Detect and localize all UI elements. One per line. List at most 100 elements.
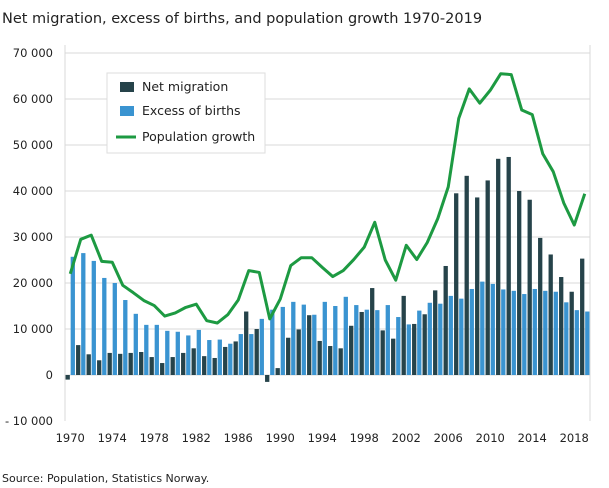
excess-of-births-bar-2011: [501, 289, 506, 375]
excess-of-births-bar-1970: [70, 256, 75, 375]
excess-of-births-bar-2019: [585, 311, 590, 375]
net-migration-bar-1999: [370, 288, 375, 375]
net-migration-bar-2012: [506, 156, 511, 375]
y-tick-label: 20 000: [13, 276, 53, 290]
y-tick-label: 70 000: [13, 46, 53, 60]
excess-of-births-bar-1984: [217, 339, 222, 375]
net-migration-bar-1972: [86, 354, 91, 375]
excess-of-births-bar-2001: [396, 317, 401, 375]
net-migration-bar-1970: [65, 375, 70, 380]
excess-of-births-bar-1980: [175, 331, 180, 375]
legend-swatch-excess-of-births: [120, 106, 134, 116]
net-migration-bar-1975: [118, 353, 123, 375]
excess-of-births-bar-1981: [186, 335, 191, 375]
y-tick-label: 50 000: [13, 138, 53, 152]
net-migration-bar-2017: [559, 277, 564, 375]
net-migration-bar-1996: [338, 348, 343, 375]
net-migration-bar-2010: [485, 180, 490, 375]
population-growth-series: [68, 72, 587, 325]
net-migration-bar-1981: [181, 352, 186, 375]
excess-of-births-bar-1976: [133, 313, 138, 375]
excess-of-births-bar-1982: [196, 329, 201, 375]
excess-of-births-bar-1975: [123, 300, 128, 375]
net-migration-bar-1971: [76, 345, 81, 375]
net-migration-bar-1991: [286, 337, 291, 375]
x-tick-label: 1998: [350, 431, 379, 445]
y-tick-label: 60 000: [13, 92, 53, 106]
net-migration-bar-2001: [391, 338, 396, 375]
excess-of-births-bar-1977: [144, 324, 149, 375]
net-migration-bar-2011: [496, 158, 501, 375]
net-migration-bar-1993: [307, 315, 312, 375]
y-tick-label: 10 000: [13, 322, 53, 336]
excess-of-births-bar-1990: [280, 306, 285, 375]
y-tick-label: - 10 000: [5, 414, 53, 428]
excess-of-births-bar-2009: [480, 281, 485, 375]
net-migration-bar-1984: [212, 357, 217, 375]
excess-of-births-bar-1972: [91, 260, 96, 375]
net-migration-bar-1985: [223, 346, 228, 375]
x-tick-label: 1974: [98, 431, 127, 445]
x-tick-label: 2010: [476, 431, 505, 445]
excess-of-births-bar-1989: [270, 309, 275, 375]
excess-of-births-bar-1997: [354, 305, 359, 375]
legend-label-excess-of-births: Excess of births: [142, 103, 241, 118]
net-migration-bar-2004: [422, 314, 427, 375]
excess-of-births-bar-2010: [490, 283, 495, 375]
x-tick-label: 1990: [266, 431, 295, 445]
net-migration-bar-1987: [244, 311, 249, 375]
net-migration-bar-1997: [349, 325, 354, 375]
excess-of-births-bar-2004: [427, 302, 432, 375]
legend-label-population-growth: Population growth: [142, 129, 255, 144]
net-migration-bar-2007: [454, 193, 459, 375]
excess-of-births-bar-1998: [364, 309, 369, 375]
net-migration-bar-1988: [254, 329, 259, 375]
x-tick-label: 1978: [140, 431, 169, 445]
net-migration-bar-1989: [265, 375, 270, 382]
excess-of-births-bar-1987: [249, 334, 254, 375]
x-tick-label: 2006: [434, 431, 463, 445]
net-migration-bar-1979: [160, 363, 165, 375]
excess-of-births-bar-2000: [385, 305, 390, 375]
excess-of-births-bar-1978: [154, 324, 159, 375]
y-tick-label: 40 000: [13, 184, 53, 198]
excess-of-births-bar-1995: [333, 306, 338, 375]
net-migration-bar-1974: [107, 352, 112, 375]
net-migration-bar-2009: [475, 197, 480, 375]
excess-of-births-bar-1973: [102, 277, 107, 375]
bars: [65, 156, 590, 382]
net-migration-bar-2000: [380, 330, 385, 375]
excess-of-births-bar-2003: [417, 310, 422, 375]
net-migration-bar-2006: [443, 265, 448, 375]
excess-of-births-bar-1988: [259, 318, 264, 375]
excess-of-births-bar-1971: [81, 253, 86, 375]
excess-of-births-bar-2015: [543, 290, 548, 375]
excess-of-births-bar-2008: [469, 288, 474, 375]
excess-of-births-bar-1985: [228, 343, 233, 375]
excess-of-births-bar-2016: [553, 291, 558, 375]
excess-of-births-bar-1974: [112, 283, 117, 375]
net-migration-bar-1990: [275, 368, 280, 375]
excess-of-births-bar-1999: [375, 310, 380, 375]
excess-of-births-bar-2002: [406, 324, 411, 375]
excess-of-births-bar-2017: [564, 302, 569, 375]
net-migration-bar-1995: [328, 346, 333, 375]
y-tick-label: 30 000: [13, 230, 53, 244]
x-tick-label: 1982: [182, 431, 211, 445]
excess-of-births-bar-1992: [301, 304, 306, 375]
x-tick-label: 1970: [56, 431, 85, 445]
net-migration-bar-1983: [202, 356, 207, 375]
excess-of-births-bar-2006: [448, 295, 453, 375]
net-migration-bar-2013: [517, 191, 522, 375]
net-migration-bar-1976: [128, 352, 133, 375]
excess-of-births-bar-1994: [322, 301, 327, 375]
legend: Net migration Excess of births Populatio…: [106, 72, 266, 154]
net-migration-bar-2019: [580, 258, 585, 375]
legend-label-net-migration: Net migration: [142, 79, 228, 94]
excess-of-births-bar-1993: [312, 314, 317, 375]
net-migration-bar-2005: [433, 290, 438, 375]
excess-of-births-bar-2014: [532, 288, 537, 375]
net-migration-bar-2015: [538, 237, 543, 375]
net-migration-bar-2018: [569, 291, 574, 375]
